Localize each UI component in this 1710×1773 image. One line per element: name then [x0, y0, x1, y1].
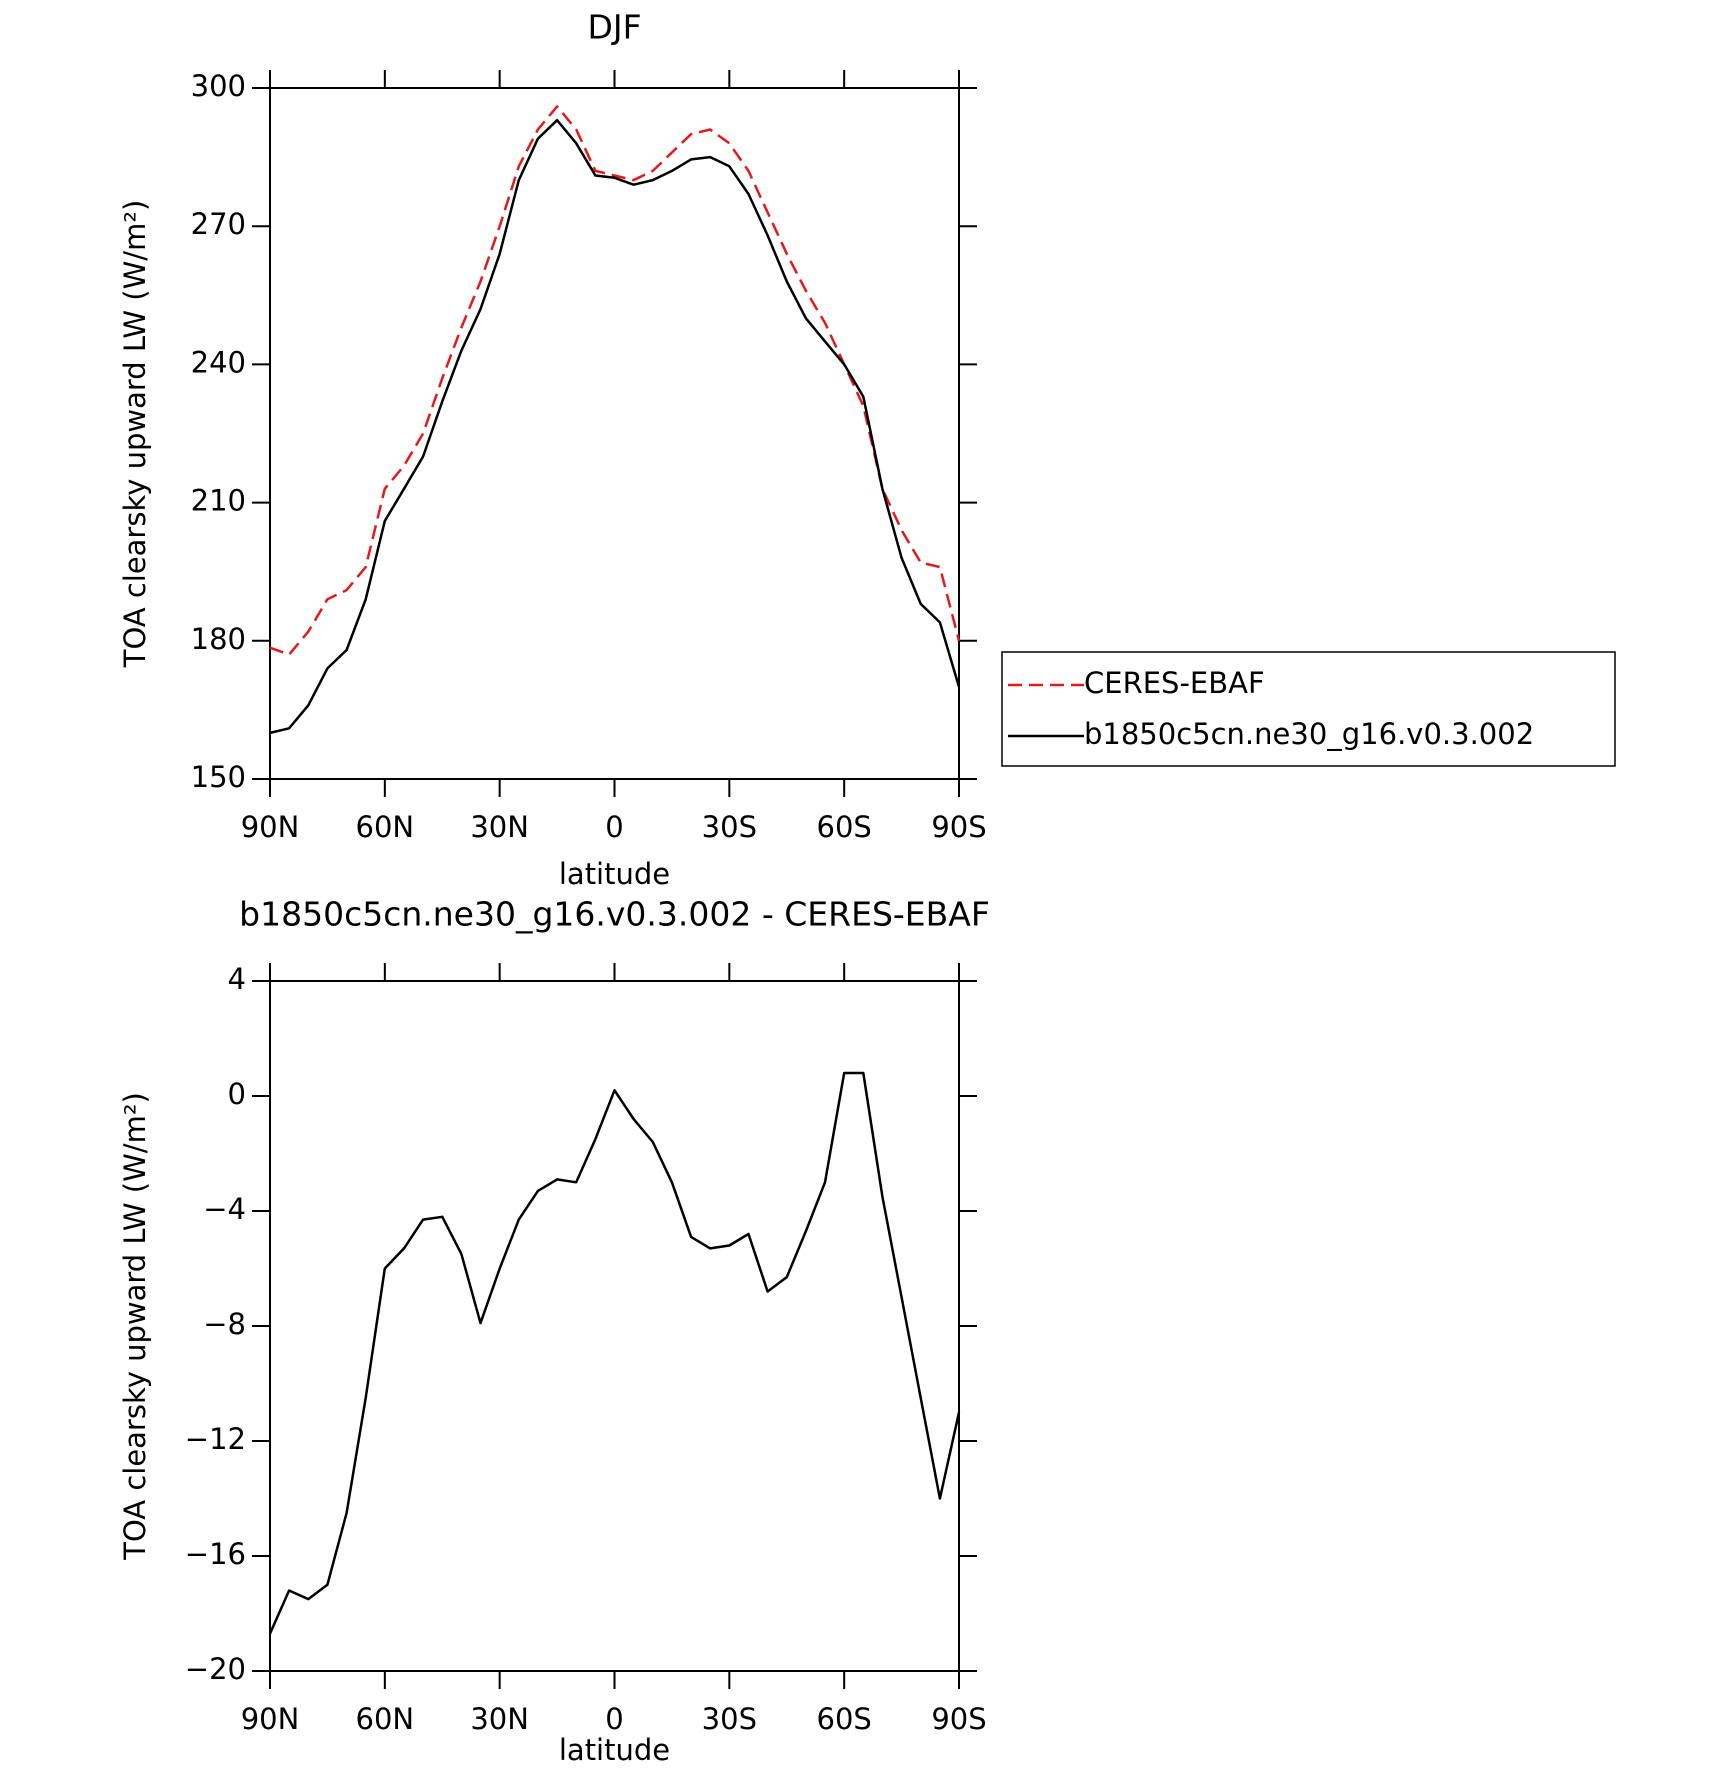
x-tick-label: 90S [931, 810, 986, 844]
legend-label: CERES-EBAF [1084, 666, 1265, 700]
x-tick-label: 30N [470, 810, 529, 844]
x-tick-label: 60N [356, 810, 415, 844]
legend-box [1001, 651, 1616, 767]
y-tick-label: 210 [191, 484, 246, 518]
data-line [269, 118, 961, 735]
y-tick-label: 4 [228, 962, 246, 996]
x-tick-label: 90S [931, 1702, 986, 1736]
y-tick-label: 180 [191, 622, 246, 656]
x-tick-label: 0 [605, 810, 623, 844]
x-tick-label: 0 [605, 1702, 623, 1736]
y-tick-label: −16 [185, 1537, 246, 1571]
y-tick-label: 270 [191, 207, 246, 241]
y-tick-label: 240 [191, 345, 246, 379]
y-tick-label: 300 [191, 69, 246, 103]
x-tick-label: 30N [470, 1702, 529, 1736]
x-tick-label: 60S [817, 1702, 872, 1736]
x-tick-label: 90N [241, 810, 300, 844]
x-tick-label: 60N [356, 1702, 415, 1736]
y-axis-label: TOA clearsky upward LW (W/m²) [118, 200, 152, 669]
y-tick-label: −8 [203, 1307, 246, 1341]
y-tick-label: −20 [185, 1652, 246, 1686]
plot-frame [269, 87, 960, 780]
plot-frame [269, 980, 960, 1672]
legend-label: b1850c5cn.ne30_g16.v0.3.002 [1084, 717, 1534, 751]
y-axis-label: TOA clearsky upward LW (W/m²) [118, 1092, 152, 1561]
x-axis-label: latitude [559, 1733, 670, 1767]
x-tick-label: 60S [817, 810, 872, 844]
y-tick-label: −12 [185, 1422, 246, 1456]
chart-title: DJF [587, 8, 641, 47]
x-tick-label: 90N [241, 1702, 300, 1736]
x-tick-label: 30S [702, 1702, 757, 1736]
data-line [268, 1071, 961, 1635]
x-tick-label: 30S [702, 810, 757, 844]
y-tick-label: −4 [203, 1192, 246, 1226]
chart-title: b1850c5cn.ne30_g16.v0.3.002 - CERES-EBAF [239, 895, 990, 934]
x-axis-label: latitude [559, 857, 670, 891]
y-tick-label: 0 [228, 1077, 246, 1111]
y-tick-label: 150 [191, 760, 246, 794]
